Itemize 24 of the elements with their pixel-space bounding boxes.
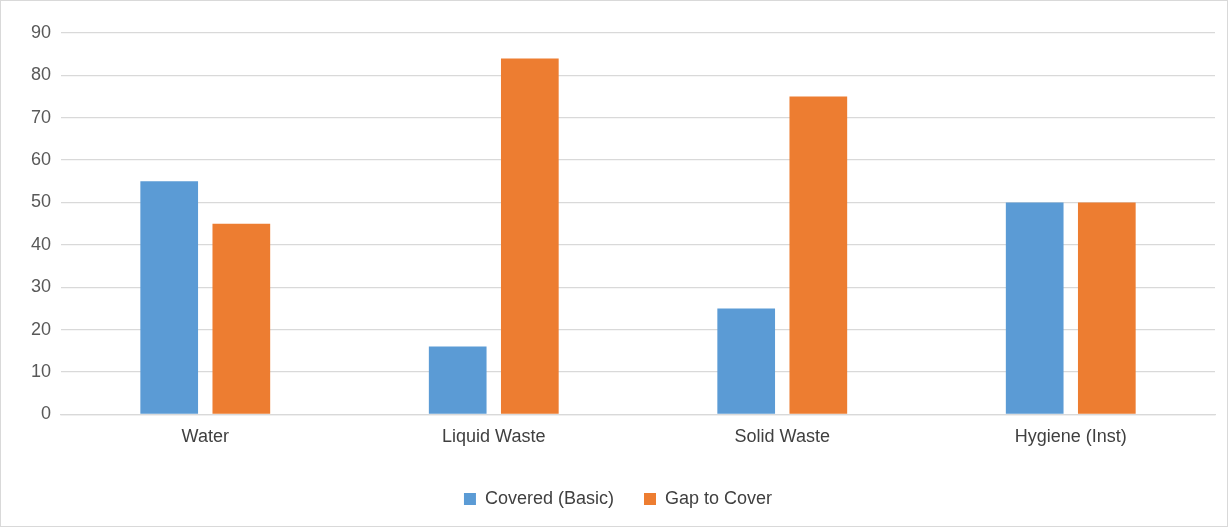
y-tick-label: 10 [30,360,52,381]
bar [717,308,776,414]
bar [140,181,199,414]
x-tick-label: Liquid Waste [442,426,546,447]
bar [1005,202,1064,414]
y-tick-label: 90 [30,21,52,42]
y-tick-label: 80 [30,64,52,85]
x-tick-label: Solid Waste [734,426,830,447]
bar [428,346,487,414]
y-tick-label: 60 [30,149,52,170]
y-tick-label: 0 [41,403,52,424]
bar [212,223,271,414]
bar [1077,202,1136,414]
y-tick-label: 20 [30,318,52,339]
x-tick-label: Hygiene (Inst) [1014,426,1127,447]
legend-label: Gap to Cover [665,487,773,508]
legend-label: Covered (Basic) [484,487,614,508]
y-tick-label: 30 [30,276,52,297]
bar [500,58,559,414]
x-tick-label: Water [181,426,229,447]
y-tick-label: 50 [30,191,52,212]
y-tick-label: 40 [30,233,52,254]
y-tick-label: 70 [30,106,52,127]
bar [789,96,848,414]
